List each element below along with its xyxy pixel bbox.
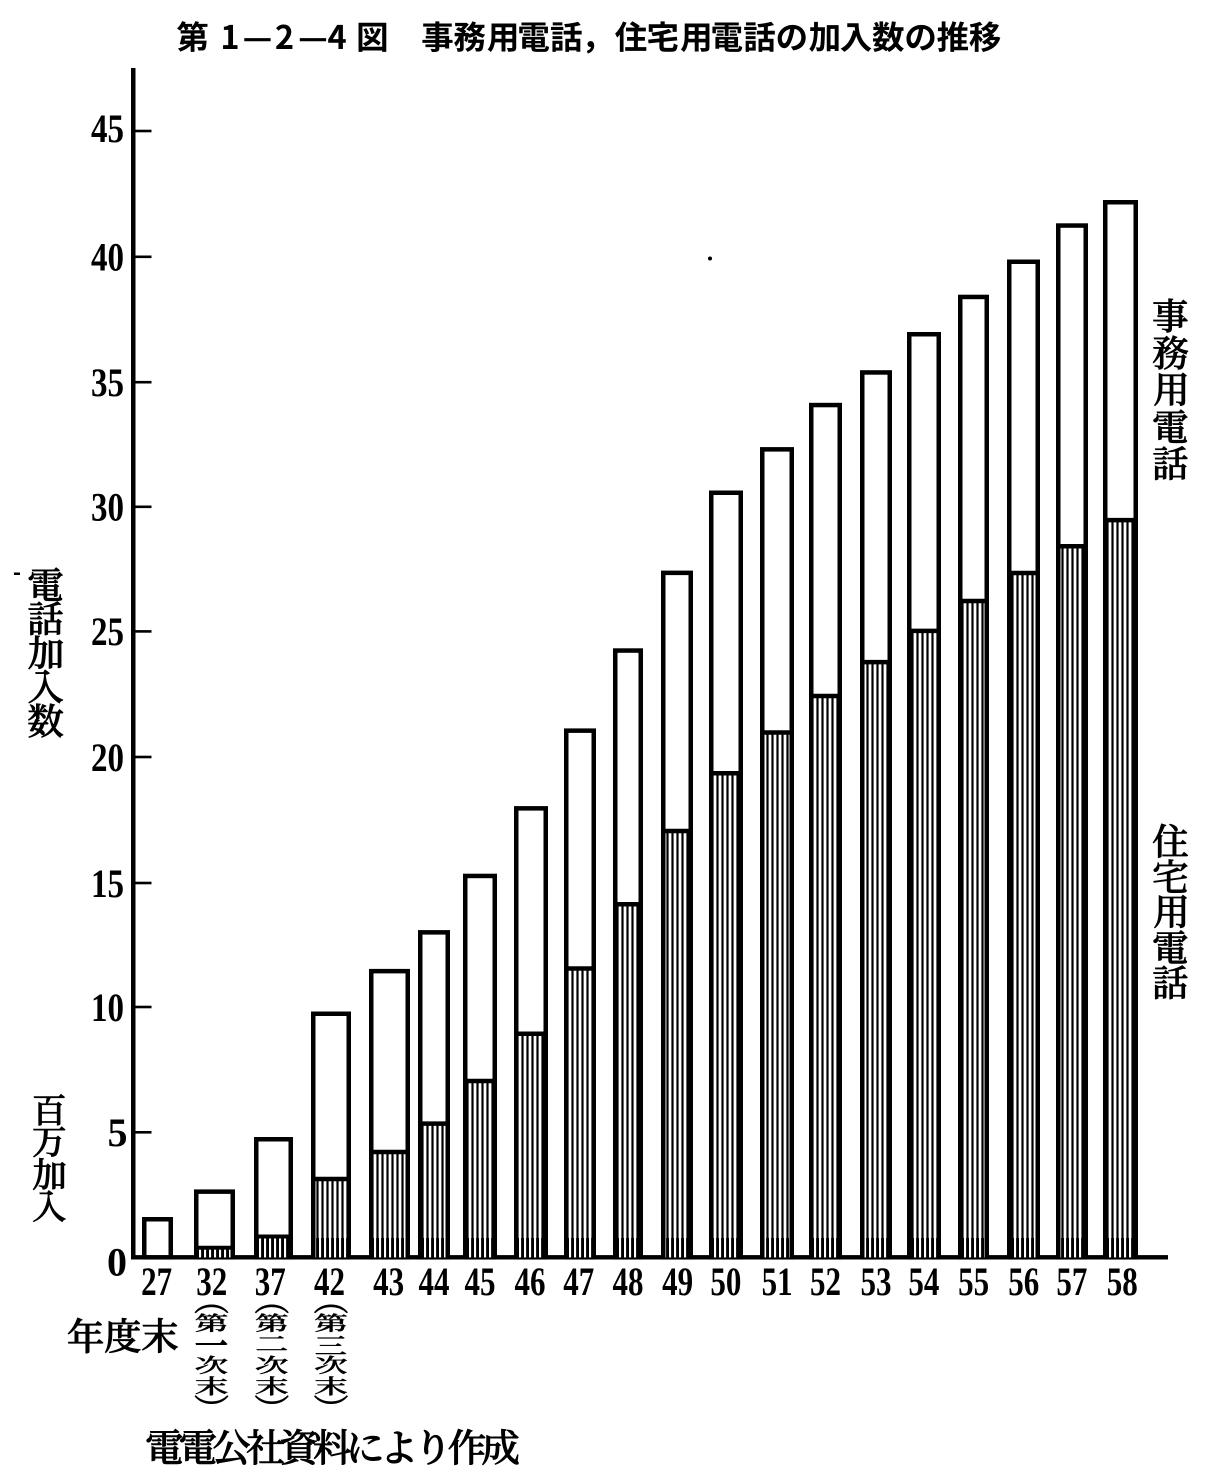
svg-text:49: 49 <box>662 1259 693 1304</box>
svg-text:5: 5 <box>108 1110 128 1155</box>
svg-text:35: 35 <box>91 360 124 405</box>
svg-text:37: 37 <box>255 1259 286 1304</box>
svg-text:45: 45 <box>91 106 124 151</box>
svg-text:15: 15 <box>91 861 124 906</box>
svg-text:47: 47 <box>563 1259 594 1304</box>
svg-text:20: 20 <box>91 735 124 780</box>
svg-text:48: 48 <box>613 1259 644 1304</box>
svg-text:40: 40 <box>91 235 124 280</box>
svg-text:57: 57 <box>1056 1259 1087 1304</box>
svg-text:44: 44 <box>419 1259 450 1304</box>
svg-text:55: 55 <box>958 1259 989 1304</box>
svg-text:50: 50 <box>710 1259 741 1304</box>
svg-text:10: 10 <box>91 985 124 1030</box>
svg-text:51: 51 <box>762 1259 793 1304</box>
svg-text:56: 56 <box>1008 1259 1039 1304</box>
svg-text:43: 43 <box>373 1259 404 1304</box>
svg-text:25: 25 <box>91 609 124 654</box>
svg-text:46: 46 <box>515 1259 546 1304</box>
svg-text:27: 27 <box>141 1259 172 1304</box>
svg-text:30: 30 <box>91 485 124 530</box>
svg-text:0: 0 <box>107 1240 127 1285</box>
svg-text:54: 54 <box>908 1259 939 1304</box>
svg-text:42: 42 <box>314 1259 345 1304</box>
svg-text:53: 53 <box>861 1259 892 1304</box>
svg-text:45: 45 <box>465 1259 496 1304</box>
svg-text:58: 58 <box>1107 1259 1138 1304</box>
svg-text:32: 32 <box>196 1259 227 1304</box>
svg-text:52: 52 <box>810 1259 841 1304</box>
